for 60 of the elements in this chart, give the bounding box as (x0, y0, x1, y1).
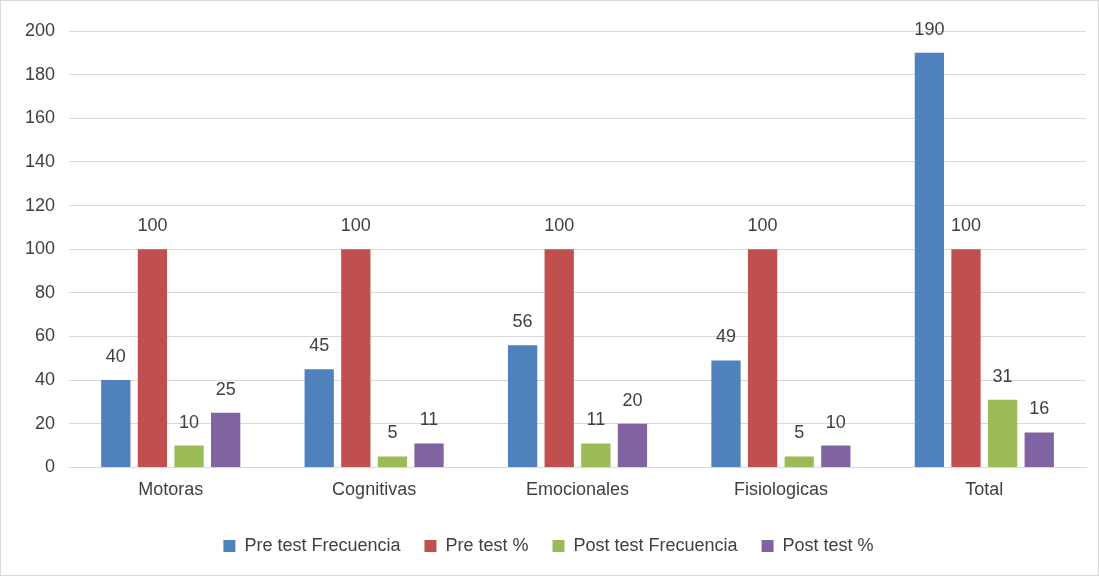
data-label: 10 (179, 411, 200, 432)
x-tick-label: Emocionales (525, 479, 630, 500)
bar (617, 423, 648, 467)
data-label: 10 (825, 411, 846, 432)
x-tick-label: Fisiologicas (733, 479, 828, 500)
bar (341, 249, 371, 467)
data-label: 20 (622, 389, 643, 410)
y-tick-label: 200 (24, 19, 56, 40)
data-label: 31 (992, 365, 1013, 386)
y-tick-label: 180 (24, 63, 56, 84)
data-label: 11 (419, 409, 439, 430)
legend-label: Post test Frecuencia (573, 534, 739, 555)
y-tick-label: 80 (35, 281, 56, 302)
bar (987, 399, 1018, 467)
bar (711, 360, 741, 467)
data-label: 45 (309, 335, 330, 356)
data-label: 40 (105, 346, 126, 367)
bar (914, 52, 945, 467)
data-label: 49 (715, 326, 737, 347)
data-label: 11 (586, 409, 606, 430)
bar (101, 380, 131, 467)
bar (581, 443, 611, 467)
data-label: 56 (512, 311, 533, 332)
bar (951, 249, 981, 467)
bar (211, 412, 241, 467)
x-tick-label: Total (965, 479, 1004, 500)
bar (174, 445, 204, 467)
data-label: 5 (387, 422, 398, 443)
data-label: 16 (1029, 398, 1050, 419)
y-tick-label: 100 (24, 238, 56, 259)
y-tick-label: 120 (24, 194, 56, 215)
y-tick-label: 160 (24, 107, 56, 128)
data-label: 100 (137, 215, 168, 236)
bar (747, 249, 778, 467)
legend-label: Pre test % (445, 534, 529, 555)
y-tick-label: 20 (35, 412, 56, 433)
data-label: 190 (914, 18, 945, 39)
y-tick-label: 0 (45, 456, 56, 477)
y-tick-label: 40 (35, 369, 56, 390)
legend-label: Pre test Frecuencia (244, 534, 402, 555)
y-tick-label: 60 (35, 325, 56, 346)
bar (544, 249, 574, 467)
bar (377, 456, 408, 467)
bar (304, 369, 334, 467)
x-tick-label: Cognitivas (332, 479, 417, 500)
bar (414, 443, 444, 467)
data-label: 25 (215, 378, 236, 399)
y-tick-label: 140 (24, 150, 56, 171)
legend-label: Post test % (782, 534, 874, 555)
bar (137, 249, 168, 467)
data-label: 100 (747, 215, 778, 236)
bar (1024, 432, 1054, 467)
bar (821, 445, 851, 467)
bar (784, 456, 814, 467)
bar (507, 345, 538, 467)
data-label: 5 (794, 422, 805, 443)
data-label: 100 (950, 215, 982, 236)
data-label: 100 (340, 215, 371, 236)
x-tick-label: Motoras (138, 479, 204, 500)
data-label: 100 (544, 215, 575, 236)
